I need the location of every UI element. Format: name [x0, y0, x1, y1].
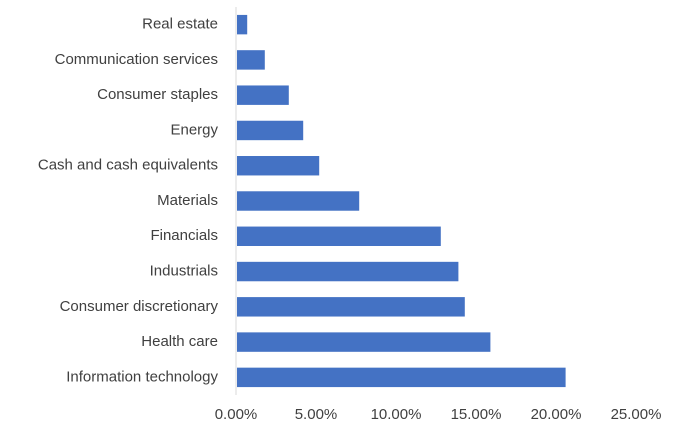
category-label: Financials	[150, 227, 218, 244]
category-label: Consumer discretionary	[60, 298, 219, 315]
category-labels-group: Information technology Health care Consume…	[38, 16, 219, 386]
bar-industrials	[237, 261, 459, 282]
category-label: Communication services	[55, 51, 218, 68]
x-tick-label: 15.00%	[451, 406, 502, 423]
bar-energy	[237, 120, 304, 141]
bar-consumer-discretionary	[237, 297, 465, 317]
category-label: Energy	[170, 121, 218, 138]
category-label: Cash and cash equivalents	[38, 157, 218, 174]
x-tick-label: 20.00%	[531, 406, 582, 423]
x-tick-label: 10.00%	[371, 406, 422, 423]
category-label: Industrials	[150, 263, 218, 280]
x-tick-label: 0.00%	[215, 406, 258, 423]
bar-real-estate	[237, 14, 248, 35]
bars-group	[237, 14, 566, 388]
x-tick-label: 5.00%	[295, 406, 338, 423]
bar-materials	[237, 191, 360, 211]
bar-health-care	[237, 332, 491, 352]
x-tick-labels-group: 0.00% 5.00% 10.00% 15.00% 20.00% 25.00%	[215, 406, 662, 423]
x-tick-label: 25.00%	[611, 406, 662, 423]
category-label: Consumer staples	[97, 86, 218, 103]
category-label: Materials	[157, 192, 218, 209]
bar-information-technology	[237, 367, 566, 388]
bar-consumer-staples	[237, 85, 289, 105]
bar-cash-and-cash-equivalents	[237, 156, 320, 176]
bar-financials	[237, 226, 441, 246]
category-label: Real estate	[142, 16, 218, 33]
category-label: Health care	[141, 333, 218, 350]
bar-communication-services	[237, 50, 265, 70]
category-label: Information technology	[66, 368, 218, 385]
